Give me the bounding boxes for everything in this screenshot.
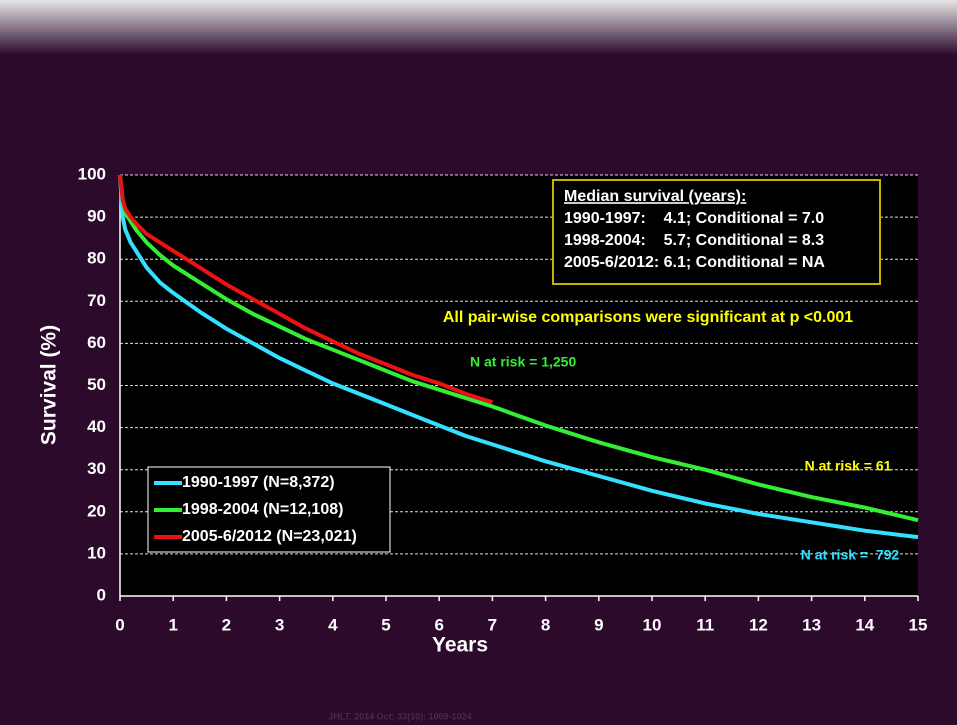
x-tick-label: 10 — [643, 615, 662, 634]
x-tick-label: 4 — [328, 615, 338, 634]
y-tick-label: 20 — [87, 501, 106, 520]
x-tick-label: 6 — [434, 615, 443, 634]
y-tick-label: 60 — [87, 333, 106, 352]
header-band — [0, 0, 957, 55]
x-tick-label: 13 — [802, 615, 821, 634]
x-tick-label: 11 — [696, 615, 714, 634]
y-tick-label: 100 — [78, 164, 106, 183]
x-tick-label: 14 — [855, 615, 874, 634]
y-tick-label: 40 — [87, 417, 106, 436]
y-tick-label: 90 — [87, 207, 106, 226]
series-line — [118, 174, 919, 523]
y-axis-label: Survival (%) — [38, 325, 61, 445]
footnote: JHLT. 2014 Oct; 33(10): 1009-1024 — [328, 711, 471, 721]
median-line: 1990-1997: 4.1; Conditional = 7.0 — [564, 210, 824, 227]
annotation: All pair-wise comparisons were significa… — [443, 309, 853, 326]
median-line: 1998-2004: 5.7; Conditional = 8.3 — [564, 232, 824, 249]
y-tick-label: 0 — [97, 585, 106, 604]
y-tick-label: 30 — [87, 459, 106, 478]
y-tick-label: 50 — [87, 375, 106, 394]
x-tick-label: 5 — [381, 615, 390, 634]
legend-label: 2005-6/2012 (N=23,021) — [182, 528, 357, 545]
x-tick-label: 7 — [488, 615, 497, 634]
x-tick-label: 12 — [749, 615, 768, 634]
y-tick-label: 70 — [87, 291, 106, 310]
x-tick-label: 9 — [594, 615, 603, 634]
x-tick-label: 3 — [275, 615, 284, 634]
x-tick-label: 8 — [541, 615, 550, 634]
series-line — [118, 174, 494, 405]
median-box — [552, 179, 881, 285]
x-tick-label: 1 — [168, 615, 177, 634]
annotation: N at risk = 61 — [805, 458, 892, 474]
annotation: N at risk = 1,250 — [470, 354, 576, 370]
x-tick-label: 2 — [222, 615, 231, 634]
median-line: 2005-6/2012: 6.1; Conditional = NA — [564, 254, 825, 271]
legend-label: 1998-2004 (N=12,108) — [182, 501, 343, 518]
annotation: N at risk = 792 — [801, 547, 900, 563]
legend-label: 1990-1997 (N=8,372) — [182, 474, 335, 491]
median-title: Median survival (years): — [564, 188, 746, 205]
series-line — [118, 174, 919, 540]
y-tick-label: 10 — [87, 543, 106, 562]
x-tick-label: 0 — [115, 615, 124, 634]
x-axis-label: Years — [432, 634, 488, 657]
x-tick-label: 15 — [909, 615, 928, 634]
legend-box — [147, 466, 391, 553]
y-tick-label: 80 — [87, 249, 106, 268]
